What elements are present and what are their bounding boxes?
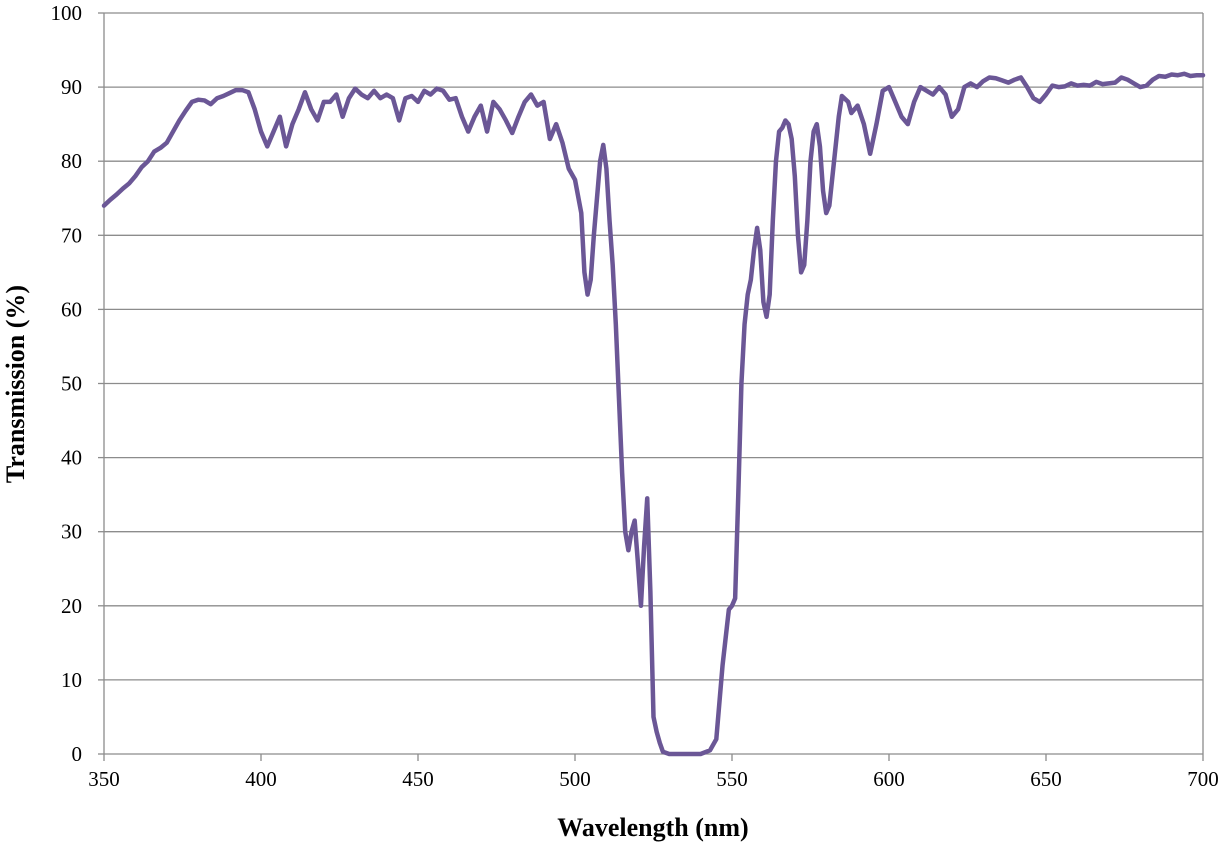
y-tick-label: 100 [51,1,83,25]
y-tick-label: 30 [61,520,82,544]
x-tick-label: 550 [716,767,748,791]
x-tick-label: 500 [559,767,591,791]
y-tick-label: 50 [61,372,82,396]
x-tick-label: 400 [245,767,277,791]
y-tick-label: 90 [61,75,82,99]
y-tick-label: 80 [61,149,82,173]
y-tick-label: 20 [61,594,82,618]
x-tick-label: 350 [88,767,120,791]
x-tick-label: 700 [1187,767,1219,791]
data-line [101,71,1206,757]
y-tick-label: 60 [61,297,82,321]
y-tick-label: 0 [72,742,83,766]
y-axis-title: Transmission (%) [1,285,30,483]
x-tick-label: 600 [873,767,905,791]
y-tick-label: 40 [61,446,82,470]
x-tick-label: 650 [1030,767,1062,791]
y-tick-label: 70 [61,223,82,247]
y-tick-label: 10 [61,668,82,692]
x-axis-title: Wavelength (nm) [557,813,748,842]
x-tick-label: 450 [402,767,434,791]
